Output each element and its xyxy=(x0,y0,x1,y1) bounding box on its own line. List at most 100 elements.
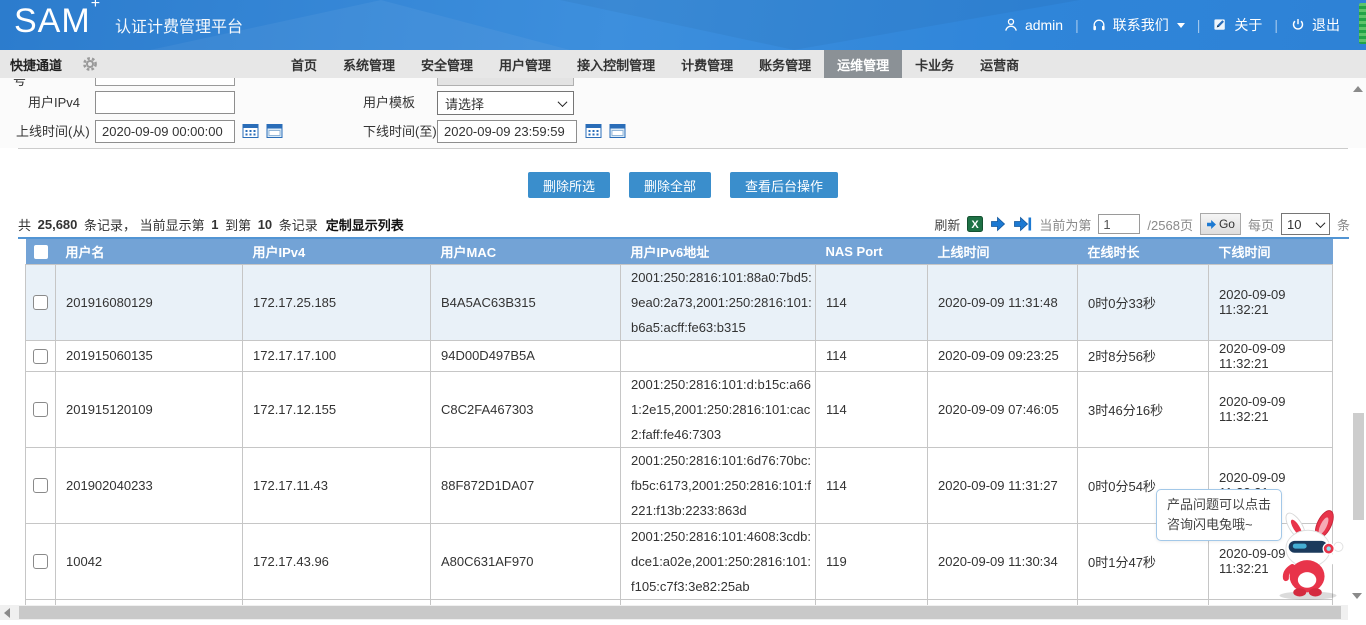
user-menu[interactable]: admin xyxy=(993,17,1073,33)
cell-nas-port: 119 xyxy=(815,522,928,600)
col-header-online-time: 上线时间 xyxy=(927,239,1078,264)
mascot-rabbit[interactable] xyxy=(1262,510,1354,607)
power-icon xyxy=(1290,17,1306,33)
customize-columns-link[interactable]: 定制显示列表 xyxy=(325,217,404,233)
cell-online-time: 2020-09-09 11:31:27 xyxy=(927,446,1078,524)
cell-username: 201916080129 xyxy=(55,263,243,341)
cell-ipv6 xyxy=(620,339,816,372)
side-green-widget[interactable] xyxy=(1359,3,1366,44)
vertical-scrollbar-thumb[interactable] xyxy=(1353,413,1364,520)
nav-item-home[interactable]: 首页 xyxy=(291,57,318,73)
action-buttons: 删除所选 删除全部 查看后台操作 xyxy=(0,149,1366,211)
nav-item-security-mgmt[interactable]: 安全管理 xyxy=(421,57,474,73)
summary-text: 条记录 xyxy=(275,217,318,233)
col-header-offline-time: 下线时间 xyxy=(1208,239,1333,264)
nav-item-billing-mgmt[interactable]: 计费管理 xyxy=(681,57,734,73)
page-number-input[interactable] xyxy=(1098,214,1141,234)
cell-online-time: 2020-09-09 07:46:05 xyxy=(927,370,1078,448)
time-window-icon[interactable] xyxy=(609,123,626,139)
tooltip-line2: 咨询闪电兔哦~ xyxy=(1167,517,1253,532)
refresh-link[interactable]: 刷新 xyxy=(934,217,961,233)
cell-nas-port: 114 xyxy=(815,370,928,448)
headset-icon xyxy=(1091,17,1107,33)
nav-item-card-service[interactable]: 卡业务 xyxy=(915,57,955,73)
offline-to-label: 下线时间(至) xyxy=(363,124,437,139)
select-all-checkbox[interactable] xyxy=(33,245,48,260)
range-to: 10 xyxy=(257,216,273,232)
row-checkbox[interactable] xyxy=(33,478,48,494)
ipv4-filter-input[interactable] xyxy=(95,91,235,114)
nav-item-user-mgmt[interactable]: 用户管理 xyxy=(499,57,552,73)
go-label: Go xyxy=(1218,217,1235,231)
main-nav: 快捷通道 首页 系统管理 安全管理 用户管理 接入控制管理 计费管理 账务管理 … xyxy=(0,50,1366,78)
online-from-label: 上线时间(从) xyxy=(16,124,90,139)
cell-duration: 0时0分33秒 xyxy=(1077,263,1209,341)
nav-item-account-mgmt[interactable]: 账务管理 xyxy=(759,57,812,73)
go-button[interactable]: Go xyxy=(1199,213,1241,235)
nav-menu: 首页 系统管理 安全管理 用户管理 接入控制管理 计费管理 账务管理 运维管理 … xyxy=(278,50,1032,78)
gear-icon[interactable] xyxy=(82,56,98,75)
cell-offline-time xyxy=(1208,598,1333,605)
cell-offline-time: 2020-09-09 11:32:21 xyxy=(1208,263,1333,341)
row-checkbox[interactable] xyxy=(33,402,48,418)
sessions-table: 用户名 用户IPv4 用户MAC 用户IPv6地址 NAS Port 上线时间 … xyxy=(25,239,1333,605)
table-row: 201916080129 172.17.25.185 B4A5AC63B315 … xyxy=(25,263,1333,341)
brand: SAM+ 认证计费管理平台 xyxy=(14,0,243,41)
cell-offline-time: 2020-09-09 11:32:21 xyxy=(1208,339,1333,372)
total-records: 25,680 xyxy=(37,216,78,232)
app-logo: SAM+ xyxy=(14,0,102,40)
cell-mac: B4A5AC63B315 xyxy=(430,263,621,341)
template-select[interactable]: 请选择 xyxy=(437,91,574,115)
mascot-tooltip: 产品问题可以点击 咨询闪电兔哦~ xyxy=(1156,489,1283,541)
cell-nas-port: 114 xyxy=(815,446,928,524)
logout-menu[interactable]: 退出 xyxy=(1280,15,1350,35)
scroll-up-icon[interactable] xyxy=(1353,86,1363,92)
nav-item-operator[interactable]: 运营商 xyxy=(980,57,1020,73)
chevron-down-icon xyxy=(1315,217,1326,228)
table-row: 201915060135 172.17.17.100 94D00D497B5A … xyxy=(25,339,1333,372)
scroll-down-icon[interactable] xyxy=(1352,593,1362,599)
username-label: admin xyxy=(1024,17,1064,33)
separator: | xyxy=(1075,17,1079,33)
calendar-icon[interactable] xyxy=(585,123,602,139)
horizontal-scrollbar[interactable] xyxy=(0,605,1348,620)
separator: | xyxy=(1274,17,1278,33)
next-page-icon[interactable] xyxy=(990,216,1006,232)
time-window-icon[interactable] xyxy=(266,123,283,139)
table-row: 201902040233 172.17.11.43 88F872D1DA07 2… xyxy=(25,446,1333,524)
section-divider xyxy=(18,148,1348,149)
contact-us-menu[interactable]: 联系我们 xyxy=(1081,15,1195,35)
view-backend-ops-button[interactable]: 查看后台操作 xyxy=(730,172,839,198)
user-icon xyxy=(1003,17,1019,33)
cell-username: 201902040233 xyxy=(55,446,243,524)
row-checkbox[interactable] xyxy=(33,348,48,364)
cell-nas-port: 114 xyxy=(815,263,928,341)
about-menu[interactable]: 关于 xyxy=(1202,15,1272,35)
template-filter-label: 用户模板 xyxy=(363,95,416,110)
nav-item-ops-mgmt-active[interactable]: 运维管理 xyxy=(824,50,903,78)
calendar-icon[interactable] xyxy=(242,123,259,139)
table-row-partial: 2001:250:2816:101:5a66:6cff:fe xyxy=(25,598,1333,605)
ipv4-filter-label: 用户IPv4 xyxy=(28,95,81,110)
nav-item-access-control[interactable]: 接入控制管理 xyxy=(577,57,656,73)
horizontal-scrollbar-thumb[interactable] xyxy=(19,606,1341,619)
offline-to-input[interactable] xyxy=(437,120,577,143)
cell-offline-time: 2020-09-09 11:32:21 xyxy=(1208,370,1333,448)
last-page-icon[interactable] xyxy=(1013,216,1032,232)
delete-all-button[interactable]: 删除全部 xyxy=(628,172,711,198)
delete-selected-button[interactable]: 删除所选 xyxy=(527,172,610,198)
clipped-filter-input[interactable] xyxy=(95,78,235,86)
export-excel-icon[interactable]: X xyxy=(967,216,984,232)
nav-item-system-mgmt[interactable]: 系统管理 xyxy=(343,57,396,73)
table-header-row: 用户名 用户IPv4 用户MAC 用户IPv6地址 NAS Port 上线时间 … xyxy=(25,239,1333,264)
chevron-down-icon xyxy=(1176,22,1185,28)
clipped-filter-label: 号 xyxy=(13,78,27,88)
scroll-left-icon[interactable] xyxy=(4,608,10,618)
cell-ipv6: 2001:250:2816:101:6d76:70bc:fb5c:6173,20… xyxy=(620,446,816,524)
online-from-input[interactable] xyxy=(95,120,235,143)
quick-channel-label[interactable]: 快捷通道 xyxy=(10,57,63,73)
row-checkbox[interactable] xyxy=(33,295,48,311)
per-page-select[interactable]: 10 xyxy=(1280,213,1330,235)
summary-text: 条记录， 当前显示第 xyxy=(80,217,209,233)
row-checkbox[interactable] xyxy=(33,554,48,570)
